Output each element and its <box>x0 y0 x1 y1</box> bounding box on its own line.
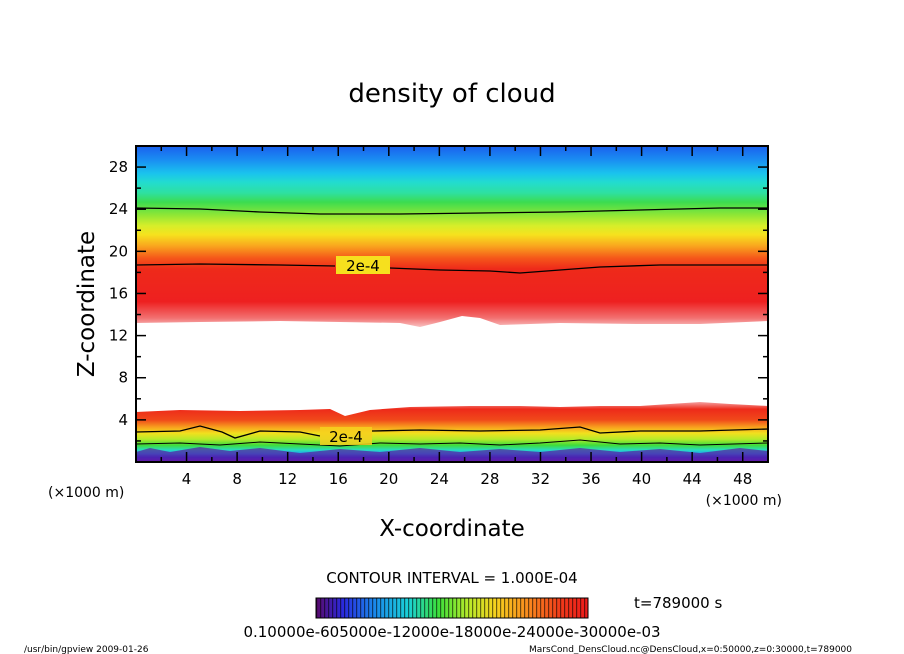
chart-title: density of cloud <box>348 79 555 109</box>
lower-cloud-layer <box>136 402 768 462</box>
plot-area <box>136 146 768 462</box>
x-tick-label: 44 <box>683 470 702 488</box>
surface-noise <box>136 447 768 462</box>
contour-label-lower: 2e-4 <box>320 427 372 446</box>
footer-left: /usr/bin/gpview 2009-01-26 <box>24 645 149 654</box>
x-tick-label: 28 <box>480 470 499 488</box>
x-tick-label: 20 <box>379 470 398 488</box>
contour-label-lower-text: 2e-4 <box>329 428 363 446</box>
contour-line-bottom <box>136 439 768 447</box>
x-tick-label: 32 <box>531 470 550 488</box>
contour-interval: CONTOUR INTERVAL = 1.000E-04 <box>326 569 577 587</box>
contour-line-lower-2e-4 <box>136 425 768 439</box>
y-tick-label: 12 <box>109 327 128 345</box>
y-axis-label: Z-coordinate <box>74 231 100 377</box>
colorbar <box>315 597 589 619</box>
y-tick-label: 16 <box>109 284 128 302</box>
contour-label-upper: 2e-4 <box>336 256 390 275</box>
x-axis-unit: (×1000 m) <box>706 493 782 509</box>
x-tick-label: 16 <box>329 470 348 488</box>
upper-cloud-layer <box>136 146 768 327</box>
contour-label-upper-text: 2e-4 <box>346 257 380 275</box>
y-tick-label: 20 <box>109 242 128 260</box>
x-tick-label: 36 <box>581 470 600 488</box>
y-tick-label: 24 <box>109 200 128 218</box>
x-tick-label: 4 <box>182 470 192 488</box>
y-tick-label: 4 <box>118 411 128 429</box>
footer-right: MarsCond_DensCloud.nc@DensCloud,x=0:5000… <box>529 645 852 654</box>
x-tick-label: 8 <box>232 470 242 488</box>
y-tick-label: 28 <box>109 158 128 176</box>
colorbar-tick-labels: 0.10000e-605000e-12000e-18000e-24000e-30… <box>243 623 660 641</box>
x-tick-label: 40 <box>632 470 651 488</box>
x-tick-label: 12 <box>278 470 297 488</box>
x-tick-label: 48 <box>733 470 752 488</box>
y-axis-unit: (×1000 m) <box>48 485 124 501</box>
y-tick-label: 8 <box>118 369 128 387</box>
contour-line-top <box>136 207 768 215</box>
x-tick-label: 24 <box>430 470 449 488</box>
contour-line-upper-2e-4 <box>136 263 768 274</box>
time-label: t=789000 s <box>634 594 722 612</box>
plot-frame <box>135 145 769 463</box>
x-axis-label: X-coordinate <box>379 516 525 542</box>
